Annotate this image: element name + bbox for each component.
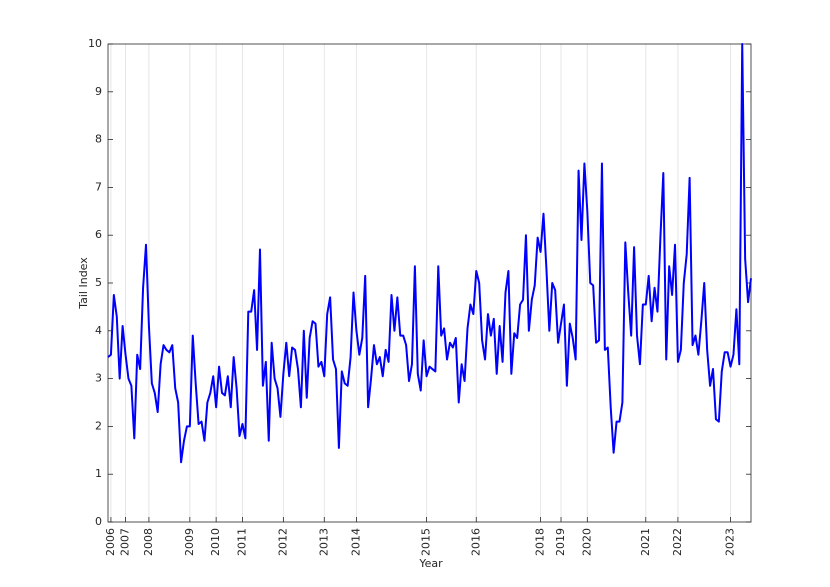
y-tick-label: 3 [95, 372, 102, 385]
x-tick-label: 2020 [580, 528, 593, 556]
x-tick-label: 2013 [317, 528, 330, 556]
y-tick-label: 10 [88, 37, 102, 50]
x-tick-label: 2016 [469, 528, 482, 556]
x-tick-label: 2014 [349, 528, 362, 556]
x-tick-label: 2015 [420, 528, 433, 556]
y-axis-label: Tail Index [77, 257, 90, 310]
y-tick-label: 0 [95, 515, 102, 528]
y-tick-label: 9 [95, 85, 102, 98]
x-tick-label: 2022 [671, 528, 684, 556]
y-tick-label: 1 [95, 467, 102, 480]
y-tick-label: 5 [95, 276, 102, 289]
x-tick-label: 2010 [209, 528, 222, 556]
x-tick-label: 2006 [104, 528, 117, 556]
x-tick-label: 2023 [724, 528, 737, 556]
y-tick-label: 2 [95, 419, 102, 432]
x-tick-label: 2012 [276, 528, 289, 556]
x-tick-label: 2007 [119, 528, 132, 556]
data-line [107, 43, 752, 464]
y-tick-label: 4 [95, 324, 102, 337]
plot-frame [107, 43, 752, 523]
y-tick-label: 8 [95, 133, 102, 146]
x-tick-label: 2011 [235, 528, 248, 556]
y-tick-label: 6 [95, 228, 102, 241]
y-tick-label: 7 [95, 180, 102, 193]
x-tick-label: 2008 [142, 528, 155, 556]
x-tick-label: 2021 [639, 528, 652, 556]
x-tick-label: 2009 [183, 528, 196, 556]
x-axis-label: Year [418, 557, 443, 570]
x-tick-label: 2019 [554, 528, 567, 556]
x-tick-label: 2018 [534, 528, 547, 556]
